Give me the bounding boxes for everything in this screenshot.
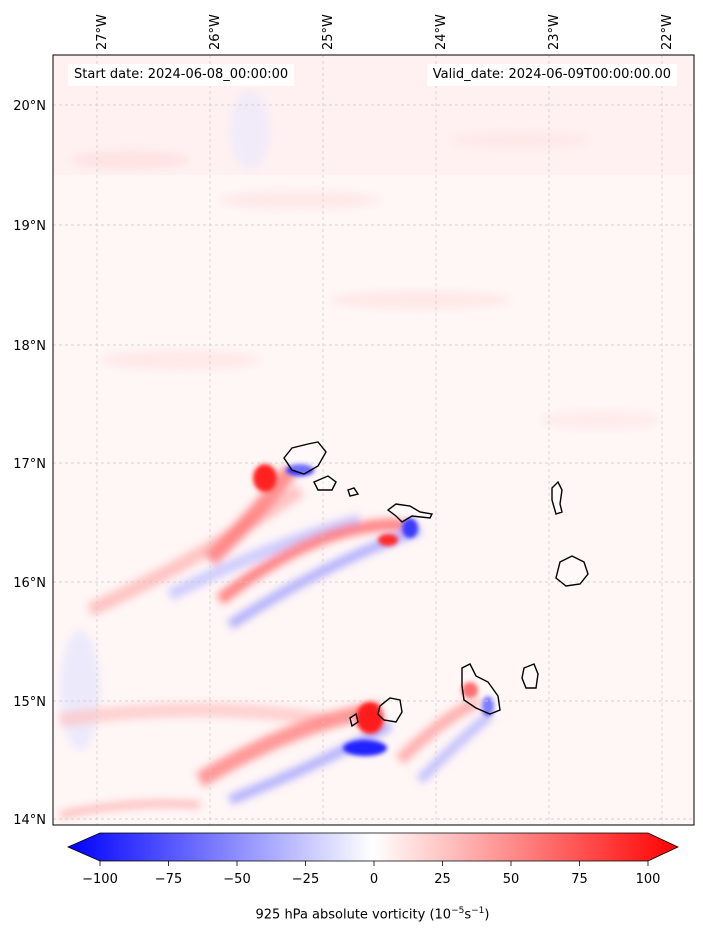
lon-tick: 26°W xyxy=(208,14,223,50)
colorbar-tick-label: 50 xyxy=(503,872,520,887)
island-brava xyxy=(349,712,359,728)
island-santo-antao xyxy=(283,441,327,475)
lon-tick: 22°W xyxy=(660,14,675,50)
island-fogo xyxy=(377,697,403,723)
colorbar-tick-label: −75 xyxy=(155,872,182,887)
colorbar-tick-label: −25 xyxy=(292,872,319,887)
colorbar-label-text: 925 hPa absolute vorticity (10 xyxy=(255,907,452,923)
island-maio xyxy=(521,663,539,689)
colorbar-label: 925 hPa absolute vorticity (10−5s−1) xyxy=(0,906,703,922)
island-boa-vista xyxy=(555,555,589,587)
valid-date-label: Valid_date: 2024-06-09T00:00:00.00 xyxy=(426,64,677,86)
lat-tick: 16°N xyxy=(13,576,46,591)
vorticity-field xyxy=(53,55,694,825)
lon-tick: 23°W xyxy=(547,14,562,50)
colorbar-tick-label: −50 xyxy=(223,872,250,887)
lat-tick: 14°N xyxy=(13,813,46,828)
coastlines xyxy=(283,441,589,728)
colorbar-body xyxy=(67,832,679,862)
colorbar-tick-label: 100 xyxy=(636,872,661,887)
island-santa-luzia xyxy=(347,487,360,497)
lat-tick: 20°N xyxy=(13,99,46,114)
colorbar-tick-label: −100 xyxy=(82,872,118,887)
colorbar-tick-label: 25 xyxy=(434,872,451,887)
lat-tick: 15°N xyxy=(13,695,46,710)
lon-tick: 27°W xyxy=(95,14,110,50)
lon-tick: 24°W xyxy=(434,14,449,50)
colorbar-tick-label: 75 xyxy=(571,872,588,887)
lat-tick: 17°N xyxy=(13,457,46,472)
start-date-label: Start date: 2024-06-08_00:00:00 xyxy=(68,64,295,86)
island-sao-nicolau xyxy=(386,503,434,523)
colorbar-label-exp1: −5 xyxy=(451,906,465,916)
plot-frame xyxy=(52,54,695,826)
island-santiago xyxy=(461,663,501,715)
colorbar-label-mid: s xyxy=(464,907,472,923)
colorbar-ticks xyxy=(99,861,649,866)
lon-tick-labels: 27°W 26°W 25°W 24°W 23°W 22°W xyxy=(95,14,675,50)
gridlines xyxy=(53,55,694,825)
lat-tick-labels: 20°N 19°N 18°N 17°N 16°N 15°N 14°N xyxy=(13,99,46,828)
lat-tick: 19°N xyxy=(13,219,46,234)
island-sal xyxy=(551,480,563,515)
lon-tick: 25°W xyxy=(321,14,336,50)
colorbar-label-exp2: −1 xyxy=(471,906,485,916)
colorbar-label-end: ) xyxy=(484,907,490,923)
colorbar: −100 −75 −50 −25 0 25 50 75 100 xyxy=(67,832,679,887)
island-sao-vicente xyxy=(313,475,337,491)
lat-tick: 18°N xyxy=(13,339,46,354)
colorbar-tick-label: 0 xyxy=(370,872,378,887)
